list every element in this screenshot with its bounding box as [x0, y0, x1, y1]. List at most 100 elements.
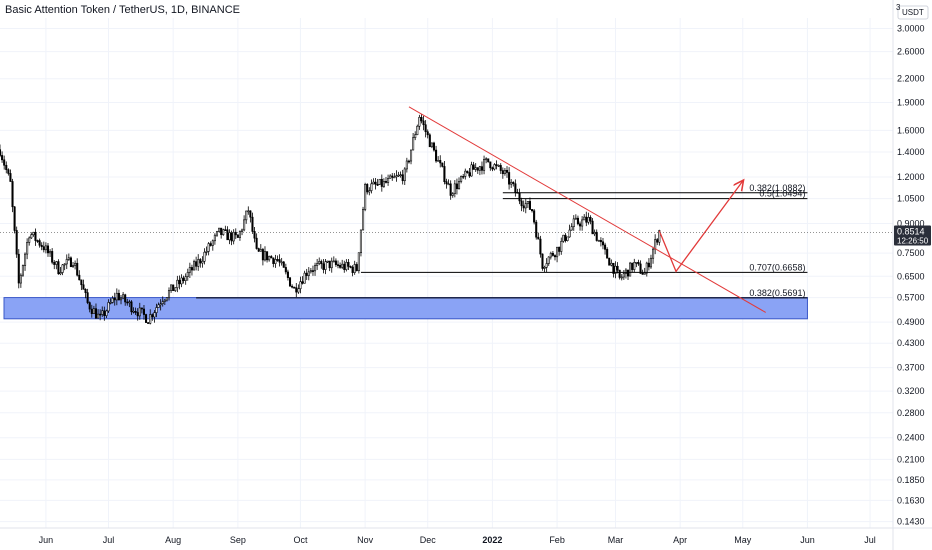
candle [601, 238, 605, 250]
candle [1, 151, 4, 163]
candle-body [176, 279, 179, 289]
candle-body [142, 308, 145, 315]
candle-body [55, 261, 58, 265]
candle [576, 215, 579, 226]
candle-body [612, 262, 615, 274]
candle [28, 236, 31, 246]
candle [316, 258, 319, 270]
candle-body [151, 314, 154, 318]
candle-body [460, 176, 463, 182]
candle-body [240, 229, 244, 232]
y-tick-label: 2.2000 [897, 74, 925, 84]
y-tick-label: 0.2400 [897, 433, 925, 443]
candle [234, 228, 237, 240]
candle-body [161, 301, 164, 304]
candle [111, 295, 114, 304]
candle [399, 171, 402, 178]
candle-body [218, 227, 221, 232]
candle-body [430, 142, 433, 148]
candle-body [366, 184, 369, 193]
candle [142, 304, 145, 320]
candle-body [503, 170, 506, 175]
candle [282, 260, 285, 268]
candle-body [566, 236, 569, 241]
candle [328, 260, 331, 272]
candle [620, 274, 623, 281]
candle [38, 238, 41, 248]
candle-body [391, 175, 394, 178]
candle [284, 263, 287, 275]
candle [109, 298, 112, 305]
candle [497, 164, 500, 168]
candle-body [587, 217, 590, 223]
candle-body [556, 246, 559, 258]
candle-body [207, 243, 210, 252]
candle-body [435, 149, 438, 162]
candle [430, 142, 433, 149]
candle-body [115, 292, 118, 301]
candle-body [570, 226, 573, 231]
x-tick-label: Mar [608, 535, 624, 545]
candle [190, 264, 193, 276]
fib-level-label: 0.5(1.0494) [759, 189, 805, 199]
candle [610, 259, 613, 267]
candle-body [232, 231, 235, 242]
candle-body [97, 313, 100, 319]
candle-body [3, 159, 6, 166]
candle-body [579, 223, 582, 227]
candle [462, 173, 465, 180]
candle [138, 302, 141, 320]
candle [293, 286, 296, 289]
candle-body [581, 219, 584, 227]
candle [224, 225, 227, 231]
candle [195, 256, 198, 271]
candle [551, 251, 554, 257]
candle-body [205, 251, 208, 253]
candle [330, 257, 333, 273]
candle-body [589, 217, 592, 222]
candle-body [26, 242, 29, 255]
candle [5, 161, 8, 174]
candle [472, 161, 475, 170]
candle-body [228, 232, 231, 241]
candle [353, 260, 356, 275]
candle-body [364, 184, 367, 210]
candle [99, 309, 102, 321]
candle-body [510, 181, 513, 185]
candle-body [188, 267, 191, 273]
candle-body [17, 253, 20, 284]
candle-body [113, 297, 116, 301]
candle-body [122, 294, 125, 299]
candle-body [601, 241, 605, 246]
candle [136, 308, 139, 321]
candle-body [633, 262, 636, 270]
candle [0, 144, 2, 158]
candle-body [401, 174, 404, 182]
candle-body [641, 273, 644, 275]
candle-body [78, 274, 81, 281]
candle [389, 174, 392, 179]
candle-body [80, 279, 83, 286]
candle [493, 163, 496, 171]
candle [616, 262, 619, 274]
y-tick-label: 0.4900 [897, 317, 925, 327]
candle [464, 168, 467, 180]
candle-body [606, 249, 609, 259]
candle-body [526, 201, 529, 204]
candle-body [316, 263, 319, 266]
candle [364, 182, 367, 212]
x-tick-label: Feb [549, 535, 565, 545]
candle [453, 180, 456, 198]
candle-body [499, 165, 502, 171]
candle [178, 275, 181, 290]
candle [80, 279, 83, 291]
candle-body [322, 263, 325, 270]
candle [134, 307, 137, 315]
candle-body [243, 219, 246, 231]
candle [30, 232, 33, 240]
candle-body [545, 263, 548, 268]
candle [649, 254, 653, 269]
candle-body [372, 181, 375, 185]
candle-body [616, 265, 619, 271]
